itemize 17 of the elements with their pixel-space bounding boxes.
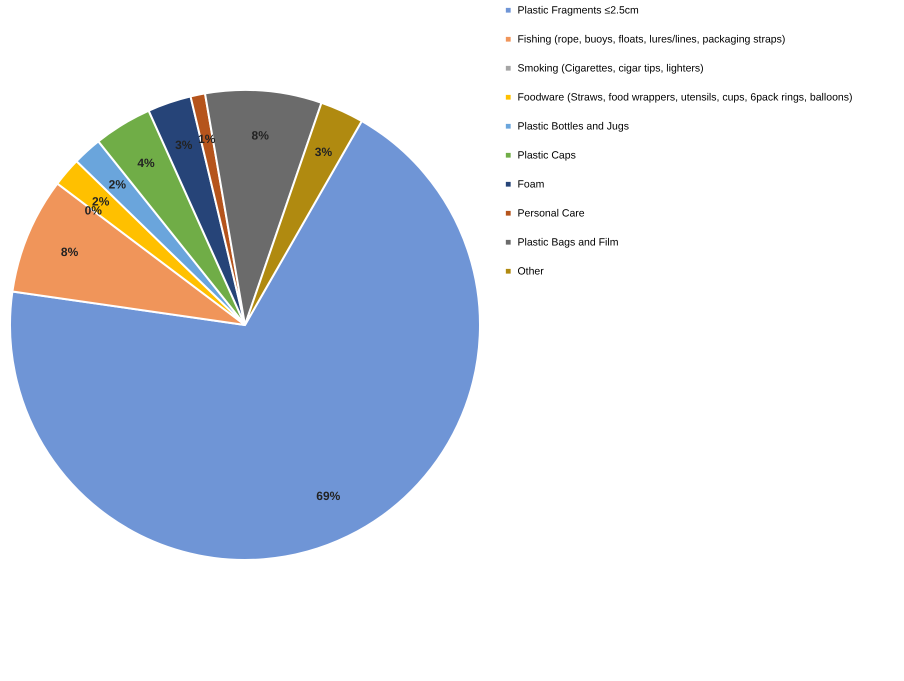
data-label: 8% [60,245,79,260]
data-label: 4% [137,156,155,170]
legend-label: Other [518,265,544,278]
legend-label: Foam [518,178,545,190]
data-label: 69% [316,488,341,503]
legend-label: Foodware (Straws, food wrappers, utensils, cups, 6pack rings, balloons) [518,91,852,104]
legend-label: Fishing (rope, buoys, floats, lures/lines, packaging straps) [518,33,786,46]
data-label: 2% [108,177,126,192]
legend-label: Plastic Caps [518,149,576,162]
data-label: 3% [314,144,332,159]
data-label: 3% [175,138,193,152]
legend-label: Personal Care [518,207,585,220]
legend-label: Smoking (Cigarettes, cigar tips, lighters) [518,62,704,74]
legend-label: Plastic Bottles and Jugs [518,120,629,132]
legend-label: Plastic Bags and Film [518,236,619,248]
data-label: 8% [252,128,270,143]
legend-label: Plastic Fragments ≤2.5cm [518,4,640,16]
